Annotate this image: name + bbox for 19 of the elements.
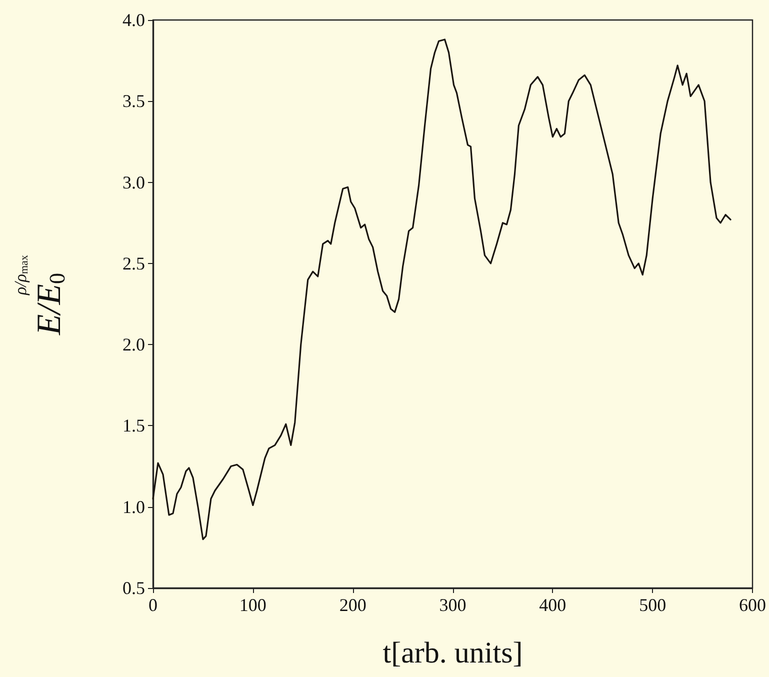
text: ρ/ρmax bbox=[11, 254, 30, 296]
x-tick-label: 300 bbox=[439, 595, 466, 615]
y-tick-label: 1.5 bbox=[122, 416, 145, 436]
x-tick-label: 100 bbox=[239, 595, 266, 615]
x-tick-label: 600 bbox=[739, 595, 766, 615]
line-series bbox=[152, 38, 732, 540]
x-tick-label: 0 bbox=[148, 595, 158, 615]
y-axis-title: E/E0 bbox=[30, 272, 70, 336]
x-axis-title: t[arb. units] bbox=[382, 636, 523, 670]
y-tick-label: 3.0 bbox=[122, 172, 145, 192]
y-tick-label: 4.0 bbox=[122, 10, 145, 30]
x-tick-label: 400 bbox=[539, 595, 566, 615]
x-tick-label: 200 bbox=[339, 595, 366, 615]
y-tick-label: 3.5 bbox=[122, 91, 145, 112]
x-tick-label: 500 bbox=[639, 595, 666, 615]
y-tick-label: 2.0 bbox=[122, 334, 145, 355]
y-tick-label: 1.0 bbox=[122, 496, 145, 517]
y-tick-label: 2.5 bbox=[122, 253, 145, 274]
y-tick-label: 0.5 bbox=[122, 578, 145, 598]
